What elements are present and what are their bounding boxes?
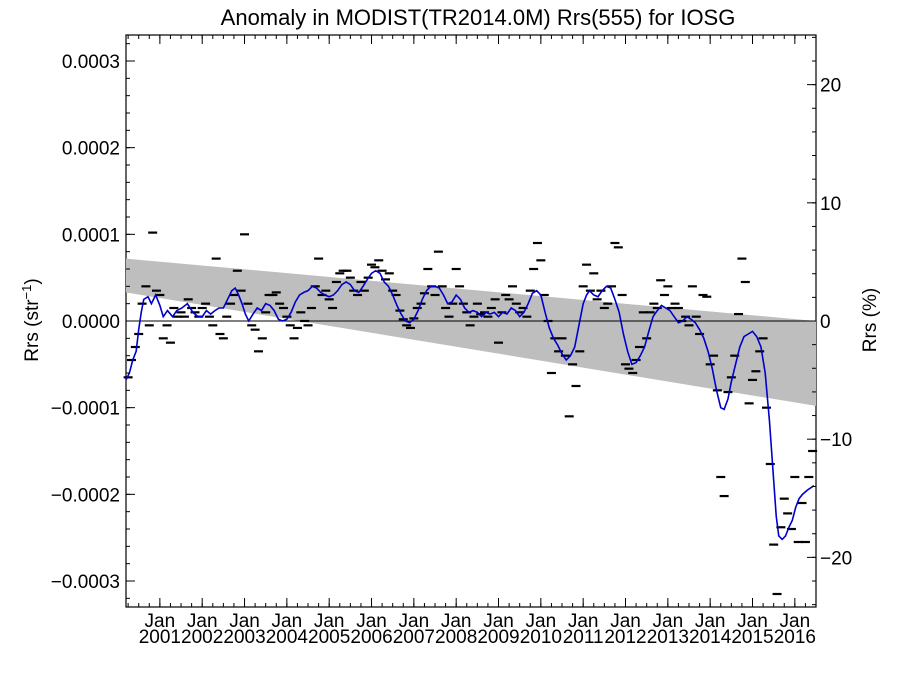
x-tick-month: Jan	[483, 611, 514, 632]
x-tick-month: Jan	[356, 611, 387, 632]
x-tick-month: Jan	[610, 611, 641, 632]
left-axis-title-exp: −1	[19, 285, 34, 300]
right-tick-label: 10	[820, 194, 841, 215]
chart-title: Anomaly in MODIST(TR2014.0M) Rrs(555) fo…	[221, 5, 736, 30]
right-y-axis: 20 10 0 −10 −20	[807, 36, 852, 606]
right-tick-label: −10	[820, 430, 852, 451]
x-tick-year: 2011	[563, 627, 604, 648]
x-tick-month: Jan	[314, 611, 345, 632]
x-tick-year: 2006	[350, 627, 392, 648]
x-tick-month: Jan	[737, 611, 768, 632]
left-tick-label: 0.0002	[62, 139, 120, 160]
x-tick-year: 2001	[139, 627, 181, 648]
x-tick-year: 2004	[266, 627, 309, 648]
x-tick-year: 2007	[393, 627, 435, 648]
trend-band	[126, 258, 816, 406]
x-tick-month: Jan	[526, 611, 557, 632]
x-tick-month: Jan	[145, 611, 176, 632]
right-axis-title: Rrs (%)	[860, 288, 881, 352]
smoothed-line	[125, 269, 815, 541]
x-tick-year: 2008	[435, 627, 477, 648]
x-tick-year: 2003	[223, 627, 265, 648]
left-tick-label: 0.0001	[62, 225, 120, 246]
plot-area	[123, 34, 818, 608]
x-tick-month: Jan	[441, 611, 472, 632]
left-tick-label: 0.0003	[62, 52, 120, 73]
left-tick-label: −0.0003	[51, 572, 120, 593]
left-y-axis: 0.0003 0.0002 0.0001 0.0000 −0.0001 −0.0002 −0…	[51, 43, 135, 599]
x-tick-month: Jan	[695, 611, 726, 632]
left-tick-label: 0.0000	[62, 312, 120, 333]
right-tick-label: 20	[820, 76, 841, 97]
x-tick-year: 2015	[731, 627, 773, 648]
x-tick-month: Jan	[272, 611, 303, 632]
x-tick-month: Jan	[653, 611, 684, 632]
left-axis-title-close: )	[22, 278, 43, 284]
x-tick-year: 2005	[308, 627, 350, 648]
x-tick-year: 2010	[520, 627, 562, 648]
x-tick-year: 2013	[647, 627, 689, 648]
x-tick-year: 2016	[774, 627, 816, 648]
left-axis-title-text: Rrs (str	[22, 299, 43, 362]
x-tick-month: Jan	[187, 611, 218, 632]
x-tick-month: Jan	[568, 611, 599, 632]
x-tick-year: 2002	[181, 627, 223, 648]
left-tick-label: −0.0001	[51, 399, 120, 420]
x-tick-year: 2014	[689, 627, 732, 648]
x-tick-month: Jan	[399, 611, 430, 632]
x-axis: Jan2001Jan2002Jan2003Jan2004Jan2005Jan20…	[127, 35, 817, 648]
x-tick-year: 2009	[477, 627, 519, 648]
left-axis-title: Rrs (str−1)	[19, 278, 43, 361]
x-tick-month: Jan	[229, 611, 260, 632]
x-tick-year: 2012	[604, 627, 646, 648]
right-tick-label: −20	[820, 548, 852, 569]
x-tick-month: Jan	[780, 611, 811, 632]
right-tick-label: 0	[820, 312, 831, 333]
left-tick-label: −0.0002	[51, 485, 120, 506]
